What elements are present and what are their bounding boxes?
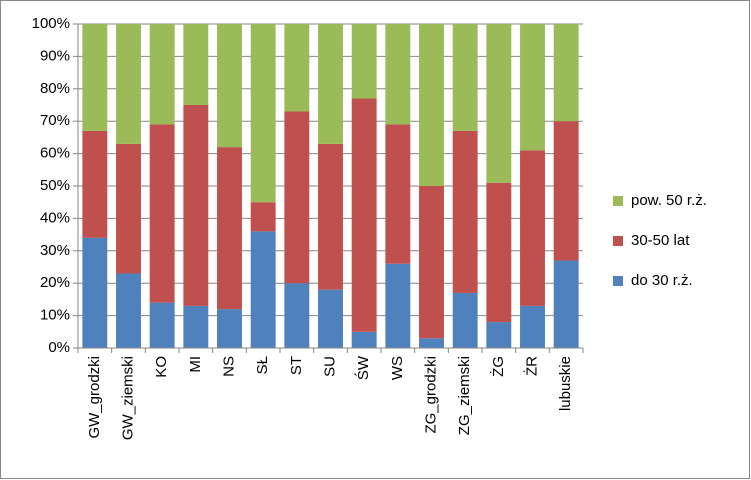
bar-segment [116, 24, 141, 144]
bar-segment [553, 260, 579, 348]
bar-segment [183, 24, 209, 105]
y-tick-label: 90% [40, 47, 70, 64]
bar-segment [486, 182, 512, 323]
x-tick-label: lubuskie [557, 356, 574, 411]
bar-segment [217, 309, 242, 348]
y-tick-label: 70% [40, 112, 70, 129]
bar-segment [149, 24, 175, 125]
bar-segment [82, 24, 108, 131]
legend-swatch [613, 276, 623, 286]
legend-label: do 30 r.ż. [631, 272, 693, 289]
bar-segment [553, 24, 579, 122]
bar-segment [385, 24, 411, 125]
y-tick-label: 60% [40, 145, 70, 162]
y-tick-label: 80% [40, 80, 70, 97]
legend-swatch [613, 196, 623, 206]
bar-segment [183, 305, 209, 348]
bar-segment [149, 302, 175, 348]
bar-segment [385, 263, 411, 348]
y-tick-label: 30% [40, 242, 70, 259]
x-tick-label: ŻG [489, 356, 507, 377]
bar-segment [452, 130, 478, 293]
y-tick-label: 50% [40, 177, 70, 194]
bar-segment [318, 289, 343, 348]
bar-segment [284, 24, 310, 112]
bar-segment [116, 143, 141, 274]
bar-segment [452, 292, 478, 348]
bar-segment [385, 124, 411, 264]
bar-segment [116, 273, 141, 348]
bar-segment [486, 322, 512, 348]
x-tick-label: KO [153, 356, 170, 378]
x-tick-label: NS [220, 356, 237, 377]
bar-segment [250, 202, 276, 232]
bar-segment [419, 338, 444, 348]
bar-segment [553, 121, 579, 261]
legend-label: 30-50 lat [631, 232, 690, 249]
x-tick-label: ŻR [522, 356, 540, 376]
bar-segment [452, 24, 478, 131]
bar-segment [217, 24, 242, 148]
bar-segment [486, 24, 512, 183]
bar-segment [419, 186, 444, 339]
x-tick-label: ŚW [354, 355, 372, 380]
x-tick-label: MI [187, 356, 204, 373]
bar-segment [250, 231, 276, 348]
bar-segment [284, 283, 310, 348]
bar-segment [520, 150, 545, 306]
x-tick-label: SU [321, 356, 338, 377]
x-tick-label: ZG_grodzki [422, 356, 439, 434]
y-tick-label: 0% [48, 339, 70, 356]
bar-segment [217, 147, 242, 310]
x-tick-label: ST [288, 356, 305, 375]
x-tick-label: GW_ziemski [119, 356, 136, 440]
bar-segment [351, 98, 377, 332]
bar-segment [284, 111, 310, 284]
y-tick-label: 40% [40, 209, 70, 226]
bar-segment [351, 24, 377, 99]
legend-swatch [613, 236, 623, 246]
x-tick-label: GW_grodzki [86, 356, 103, 439]
legend-label: pow. 50 r.ż. [631, 192, 707, 209]
bar-segment [318, 24, 343, 144]
bar-segment [149, 124, 175, 303]
bar-segment [520, 305, 545, 348]
bar-segment [318, 143, 343, 290]
x-tick-label: WS [389, 356, 406, 380]
bar-segment [351, 331, 377, 348]
bar-segment [82, 237, 108, 348]
y-tick-label: 20% [40, 274, 70, 291]
x-tick-label: ZG_ziemski [456, 356, 473, 435]
y-tick-label: 10% [40, 307, 70, 324]
bar-segment [250, 24, 276, 203]
bar-segment [419, 24, 444, 186]
bar-segment [82, 130, 108, 238]
y-tick-label: 100% [32, 15, 70, 32]
bar-segment [183, 105, 209, 306]
bar-segment [520, 24, 545, 151]
x-tick-label: SŁ [254, 356, 271, 374]
